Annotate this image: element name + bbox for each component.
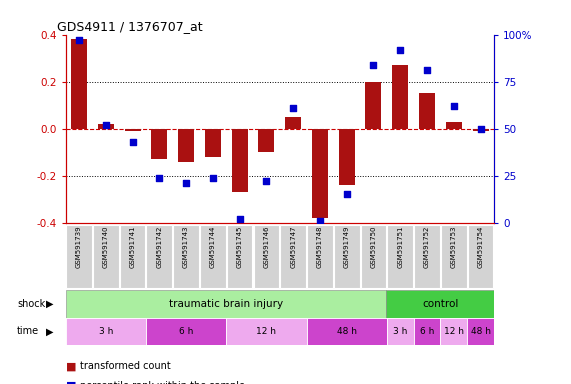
Text: GSM591754: GSM591754 [477, 225, 484, 268]
Bar [387, 318, 413, 345]
Point [476, 126, 485, 132]
Text: 48 h: 48 h [471, 327, 490, 336]
Point [74, 37, 83, 43]
FancyBboxPatch shape [334, 225, 360, 288]
Bar [473, 129, 489, 131]
Bar [66, 318, 146, 345]
Text: ■: ■ [66, 381, 80, 384]
Text: 3 h: 3 h [99, 327, 113, 336]
FancyBboxPatch shape [441, 225, 467, 288]
Point [369, 61, 378, 68]
Text: traumatic brain injury: traumatic brain injury [169, 299, 283, 309]
Text: ▶: ▶ [46, 326, 53, 336]
FancyBboxPatch shape [173, 225, 199, 288]
FancyBboxPatch shape [66, 225, 92, 288]
Text: percentile rank within the sample: percentile rank within the sample [80, 381, 245, 384]
Text: 12 h: 12 h [256, 327, 276, 336]
Text: 3 h: 3 h [393, 327, 408, 336]
FancyBboxPatch shape [227, 225, 252, 288]
Text: ▶: ▶ [46, 299, 53, 309]
FancyBboxPatch shape [361, 225, 387, 288]
Text: GSM591740: GSM591740 [103, 225, 109, 268]
Bar [226, 318, 307, 345]
Text: GSM591750: GSM591750 [371, 225, 376, 268]
Text: GSM591745: GSM591745 [236, 225, 243, 268]
Bar [365, 82, 381, 129]
Text: GSM591751: GSM591751 [397, 225, 403, 268]
Text: GSM591749: GSM591749 [344, 225, 349, 268]
Bar [71, 39, 87, 129]
Point [449, 103, 459, 109]
Bar [392, 65, 408, 129]
Bar [151, 129, 167, 159]
Text: 6 h: 6 h [420, 327, 434, 336]
Text: ■: ■ [66, 361, 80, 371]
Text: GDS4911 / 1376707_at: GDS4911 / 1376707_at [57, 20, 203, 33]
Bar [312, 129, 328, 218]
Bar [232, 129, 248, 192]
FancyBboxPatch shape [200, 225, 226, 288]
Bar [178, 129, 194, 162]
Point [288, 105, 297, 111]
Point [342, 192, 351, 198]
Text: GSM591753: GSM591753 [451, 225, 457, 268]
FancyBboxPatch shape [468, 225, 493, 288]
Text: 48 h: 48 h [337, 327, 357, 336]
FancyBboxPatch shape [254, 225, 279, 288]
FancyBboxPatch shape [414, 225, 440, 288]
FancyBboxPatch shape [387, 225, 413, 288]
Text: GSM591744: GSM591744 [210, 225, 216, 268]
Bar [446, 122, 462, 129]
Point [315, 218, 324, 224]
Text: GSM591752: GSM591752 [424, 225, 430, 268]
Text: 6 h: 6 h [179, 327, 194, 336]
FancyBboxPatch shape [147, 225, 172, 288]
Text: GSM591739: GSM591739 [76, 225, 82, 268]
Point [262, 178, 271, 184]
Text: time: time [17, 326, 39, 336]
Point [396, 46, 405, 53]
Text: GSM591748: GSM591748 [317, 225, 323, 268]
Bar [339, 129, 355, 185]
Text: transformed count: transformed count [80, 361, 171, 371]
Point [101, 122, 110, 128]
Bar [258, 129, 275, 152]
Text: GSM591747: GSM591747 [290, 225, 296, 268]
Text: 12 h: 12 h [444, 327, 464, 336]
Text: GSM591742: GSM591742 [156, 225, 162, 268]
Text: GSM591741: GSM591741 [130, 225, 135, 268]
FancyBboxPatch shape [280, 225, 306, 288]
Bar [66, 290, 387, 318]
FancyBboxPatch shape [93, 225, 119, 288]
Point [155, 174, 164, 180]
Bar [413, 318, 440, 345]
Bar [98, 124, 114, 129]
Bar [124, 129, 140, 131]
Text: GSM591743: GSM591743 [183, 225, 189, 268]
Bar [467, 318, 494, 345]
Bar [440, 318, 467, 345]
Bar [146, 318, 226, 345]
Bar [285, 117, 301, 129]
FancyBboxPatch shape [120, 225, 146, 288]
Text: GSM591746: GSM591746 [263, 225, 270, 268]
Point [235, 216, 244, 222]
FancyBboxPatch shape [307, 225, 333, 288]
Point [208, 174, 218, 180]
Bar [387, 290, 494, 318]
Bar [419, 93, 435, 129]
Point [182, 180, 191, 186]
Text: shock: shock [17, 299, 45, 309]
Bar [205, 129, 221, 157]
Text: control: control [422, 299, 459, 309]
Point [423, 67, 432, 73]
Point [128, 139, 137, 145]
Bar [307, 318, 387, 345]
